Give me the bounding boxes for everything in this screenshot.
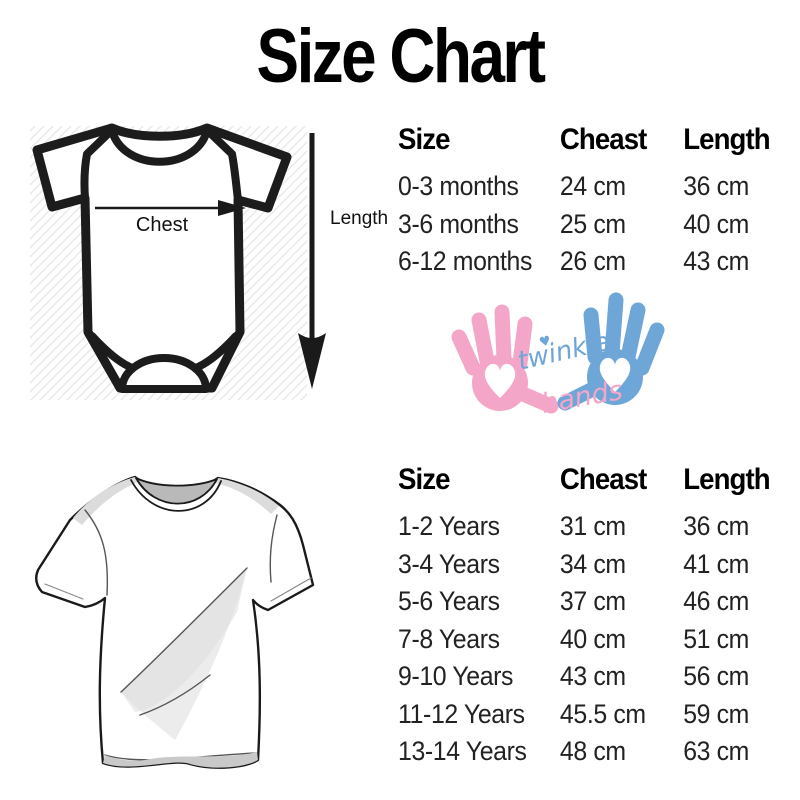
length-cell: 41 cm (683, 548, 750, 579)
kids-size-table: Size Cheast Length 1-2 Years 31 cm 36 cm 3-4 Y… (398, 461, 777, 771)
blue-heart-cutout (599, 357, 631, 392)
size-cell: 6-12 months (398, 246, 533, 276)
length-cell: 51 cm (683, 623, 750, 654)
blue-handprint (557, 292, 665, 411)
length-arrow (298, 133, 326, 389)
tshirt-illustration (35, 475, 315, 769)
column-header-cheast: Cheast (559, 463, 647, 496)
chest-cell: 26 cm (559, 246, 626, 276)
length-cell: 43 cm (683, 246, 750, 276)
length-cell: 40 cm (683, 208, 750, 239)
pink-heart-cutout (484, 363, 516, 398)
column-header-size: Size (398, 463, 450, 496)
chest-cell: 40 cm (559, 623, 626, 654)
length-cell: 36 cm (683, 511, 750, 541)
logo-word-hands: hands (539, 375, 625, 420)
baby-size-table: Size Cheast Length 0-3 months 24 cm 36 cm 3-6 … (398, 121, 777, 281)
chest-cell: 24 cm (559, 171, 626, 201)
size-cell: 3-4 Years (398, 548, 500, 579)
length-arrow-label: Length (330, 208, 388, 229)
column-header-cheast: Cheast (559, 123, 647, 156)
size-cell: 5-6 Years (398, 586, 500, 616)
length-cell: 56 cm (683, 661, 750, 691)
onesie-illustration (32, 123, 292, 393)
size-cell: 13-14 Years (398, 736, 527, 766)
size-cell: 1-2 Years (398, 511, 500, 541)
chest-cell: 45.5 cm (559, 698, 646, 729)
chest-arrow (95, 200, 246, 216)
column-header-length: Length (683, 123, 770, 156)
size-cell: 0-3 months (398, 171, 519, 201)
length-cell: 59 cm (683, 698, 750, 729)
onesie-measurement-diagram: Chest Length (30, 123, 388, 400)
size-cell: 7-8 Years (398, 623, 500, 654)
size-cell: 11-12 Years (398, 698, 525, 729)
chest-cell: 25 cm (559, 208, 626, 239)
heart-icon: ♥ (538, 333, 553, 350)
twinkle-hands-logo: twinkle ♥ hands (451, 292, 665, 420)
length-cell: 46 cm (683, 586, 750, 616)
length-cell: 36 cm (683, 171, 750, 201)
size-cell: 9-10 Years (398, 661, 514, 691)
column-header-size: Size (398, 123, 450, 156)
chest-arrow-label: Chest (136, 214, 189, 236)
chest-cell: 34 cm (559, 548, 626, 579)
chest-cell: 37 cm (559, 586, 626, 616)
pink-handprint (451, 304, 559, 414)
column-header-length: Length (683, 463, 770, 496)
page-title: Size Chart (256, 14, 547, 99)
size-cell: 3-6 months (398, 208, 519, 239)
chest-cell: 48 cm (559, 736, 626, 766)
chest-cell: 31 cm (559, 511, 626, 541)
chest-cell: 43 cm (559, 661, 626, 691)
length-cell: 63 cm (683, 736, 750, 766)
